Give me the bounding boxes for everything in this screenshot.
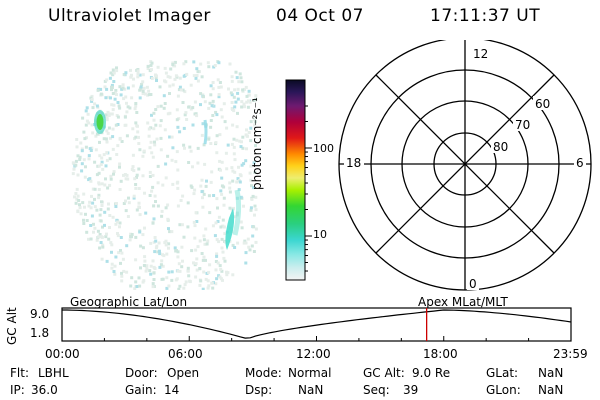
- lat-label-70: 70: [515, 118, 530, 132]
- lat-label-60: 60: [535, 97, 550, 111]
- alt-timeline-plot: [61, 307, 572, 342]
- glat-label: GLat:: [486, 366, 519, 380]
- mlt-label-18: 18: [346, 156, 361, 170]
- ip-value: 36.0: [31, 383, 58, 397]
- polar-spoke: [375, 74, 555, 254]
- mlt-label-6: 6: [576, 156, 584, 170]
- door-label: Door:: [125, 366, 158, 380]
- flt-label: Flt:: [10, 366, 29, 380]
- door-value: Open: [167, 366, 200, 380]
- alt-left-caption: Geographic Lat/Lon: [70, 295, 188, 309]
- flt-value: LBHL: [38, 366, 69, 380]
- polar-plot: 12 6 0 18 60 70 80: [338, 40, 592, 291]
- bright-patch-core: [96, 114, 104, 130]
- alt-xtick-label: 12:00: [296, 347, 331, 361]
- lat-label-80: 80: [493, 140, 508, 154]
- dsp-value: NaN: [298, 383, 324, 397]
- alt-right-caption: Apex MLat/MLT: [418, 295, 508, 309]
- colorbar-tick-label: 100: [313, 142, 334, 155]
- auroral-image: [71, 60, 258, 290]
- gain-label: Gain:: [125, 383, 157, 397]
- alt-ytick-min: 1.8: [30, 326, 50, 340]
- auroral-oval-band: [225, 208, 235, 250]
- colorbar-tick-label: 10: [313, 228, 327, 241]
- glat-value: NaN: [538, 366, 564, 380]
- alt-xtick-label: 06:00: [168, 347, 203, 361]
- dsp-label: Dsp:: [245, 383, 273, 397]
- altitude-curve: [62, 309, 572, 339]
- colorbar-scale: [285, 79, 306, 281]
- mode-label: Mode:: [245, 366, 282, 380]
- gcalt-value: 9.0 Re: [412, 366, 451, 380]
- image-speckle: [71, 60, 258, 290]
- alt-xtick-label: 18:00: [423, 347, 458, 361]
- alt-ylabel: GC Alt: [5, 307, 19, 345]
- mode-value: Normal: [288, 366, 332, 380]
- colorbar-label: photon cm⁻²s⁻¹: [250, 97, 264, 190]
- instrument-title: Ultraviolet Imager: [48, 6, 211, 26]
- date-label: 04 Oct 07: [276, 6, 364, 26]
- gain-value: 14: [164, 383, 180, 397]
- gcalt-label: GC Alt:: [363, 366, 405, 380]
- time-label: 17:11:37 UT: [430, 6, 541, 26]
- mlt-label-0: 0: [469, 277, 477, 291]
- alt-xtick-label: 23:59: [553, 347, 588, 361]
- seq-label: Seq:: [363, 383, 390, 397]
- colorbar: [285, 79, 312, 281]
- glon-value: NaN: [538, 383, 564, 397]
- alt-xtick-label: 00:00: [45, 347, 80, 361]
- ip-label: IP:: [10, 383, 25, 397]
- mlt-label-12: 12: [473, 47, 488, 61]
- alt-ytick-max: 9.0: [30, 307, 50, 321]
- seq-value: 39: [403, 383, 419, 397]
- glon-label: GLon:: [486, 383, 521, 397]
